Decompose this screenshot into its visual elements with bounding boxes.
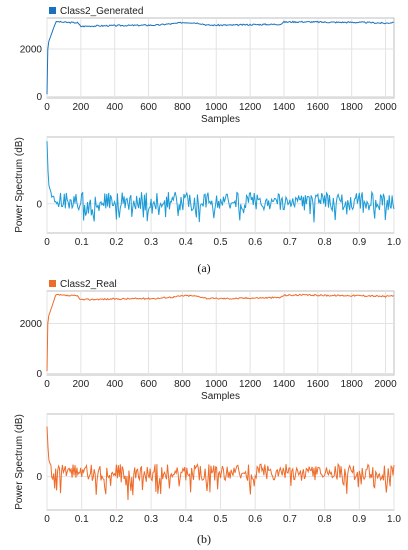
x-tick-label: 800 [174,102,191,113]
x-tick-label: 0 [44,102,50,113]
x-tick-label: 1600 [307,379,330,390]
x-tick-label: 800 [174,379,191,390]
x-tick-label: 0.8 [318,237,332,248]
y-axis-label: Power Spectrum (dB) [14,414,25,510]
x-tick-label: 0.7 [283,514,297,525]
x-tick-label: 1800 [341,379,364,390]
legend-label: Class2_Real [60,279,117,290]
series-line [46,293,394,372]
x-tick-label: 0.5 [214,514,228,525]
x-tick-label: 0.5 [214,237,228,248]
x-tick-label: 600 [140,379,157,390]
legend-label: Class2_Generated [60,6,143,17]
y-tick-label: 0 [36,92,42,103]
x-tick-label: 200 [73,102,90,113]
plot-area [46,290,395,376]
x-tick-label: 2000 [374,379,397,390]
x-tick-label: 0.8 [318,514,332,525]
x-tick-label: 0.9 [352,237,366,248]
legend-swatch [49,7,56,14]
x-tick-label: 1800 [341,102,364,113]
x-axis-label: Samples [201,391,240,402]
x-tick-label: 0.6 [248,514,262,525]
y-tick-label: 2000 [20,319,43,330]
x-tick-label: 0.3 [144,514,158,525]
x-tick-label: 1000 [205,102,228,113]
series-line [46,20,394,95]
x-tick-label: 1.0 [387,237,401,248]
plot-area [46,17,395,99]
x-tick-label: 0.4 [179,237,193,248]
y-tick-label: 2000 [20,44,43,55]
x-tick-label: 1200 [239,102,262,113]
caption-a: (a) [197,261,210,275]
x-axis-label: Samples [201,114,240,125]
x-tick-label: 0.2 [109,514,123,525]
caption-b: (b) [197,532,211,546]
x-tick-label: 600 [140,102,157,113]
x-tick-label: 1600 [307,102,330,113]
x-tick-label: 0.1 [75,514,89,525]
x-tick-label: 0.7 [283,237,297,248]
x-tick-label: 0.4 [179,514,193,525]
series-line [46,141,395,223]
x-tick-label: 0 [44,379,50,390]
x-tick-label: 400 [106,102,123,113]
series-line [46,426,395,501]
y-tick-label: 0 [36,472,42,483]
x-tick-label: 0.2 [109,237,123,248]
x-tick-label: 1.0 [387,514,401,525]
chart-a-0: 0 200 400 600 800 1000 1200 1400 1600 1800 2000 0 20… [20,6,397,125]
x-tick-label: 0.6 [248,237,262,248]
y-tick-label: 0 [36,199,42,210]
x-tick-label: 0.9 [352,514,366,525]
x-tick-label: 0 [44,237,50,248]
x-tick-label: 1400 [273,102,296,113]
x-tick-label: 0 [44,514,50,525]
chart-b-2: 0 200 400 600 800 1000 1200 1400 1600 1800 2000 0 20… [20,279,397,402]
x-tick-label: 1400 [273,379,296,390]
x-tick-label: 0.3 [144,237,158,248]
x-tick-label: 1200 [239,379,262,390]
x-tick-label: 400 [106,379,123,390]
x-tick-label: 1000 [205,379,228,390]
x-tick-label: 0.1 [75,237,89,248]
chart-a-1: 0 0.1 0.2 0.3 0.4 0.5 0.6 0.7 0.8 0.9 1.0 0 Power Sp… [14,136,401,248]
legend-swatch [49,280,56,287]
chart-b-3: 0 0.1 0.2 0.3 0.4 0.5 0.6 0.7 0.8 0.9 1.0 0 Power Sp… [14,413,401,525]
x-tick-label: 200 [73,379,90,390]
y-axis-label: Power Spectrum (dB) [14,137,25,233]
y-tick-label: 0 [36,369,42,380]
x-tick-label: 2000 [374,102,397,113]
